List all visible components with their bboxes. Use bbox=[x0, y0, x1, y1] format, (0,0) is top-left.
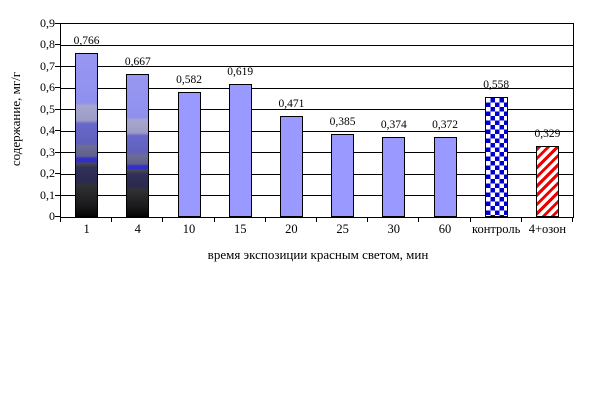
category-label: 20 bbox=[285, 222, 298, 236]
bar-15 bbox=[228, 84, 252, 217]
y-tick-label: 0,9 bbox=[40, 16, 55, 30]
bar-30 bbox=[382, 137, 406, 217]
gridline bbox=[61, 87, 573, 89]
x-axis-tick bbox=[213, 217, 215, 222]
bar-20 bbox=[279, 116, 303, 217]
gridline bbox=[61, 44, 573, 46]
bar-контроль bbox=[484, 97, 508, 217]
x-axis-tick bbox=[264, 217, 266, 222]
gridline bbox=[61, 173, 573, 175]
plot-area: 0,766 0,667 0,582 0,619 0,471 0,385 0,374 0,372… bbox=[60, 23, 574, 218]
gridline bbox=[61, 195, 573, 197]
bar-4 bbox=[126, 74, 150, 217]
bar-4+озон bbox=[535, 146, 559, 217]
value-label: 0,372 bbox=[432, 119, 458, 131]
y-tick-label: 0,2 bbox=[40, 166, 55, 181]
category-label: 15 bbox=[233, 222, 247, 236]
x-axis-tick bbox=[162, 217, 164, 222]
value-label: 0,471 bbox=[278, 98, 305, 110]
y-axis-tick bbox=[55, 65, 61, 67]
y-axis-tick bbox=[55, 151, 61, 153]
x-axis-tick bbox=[469, 217, 471, 222]
y-axis-tick bbox=[55, 194, 61, 196]
y-tick-label: 0,3 bbox=[40, 144, 55, 159]
y-tick-label: 0,7 bbox=[40, 58, 55, 73]
gridline bbox=[61, 66, 573, 68]
category-label: 4+озон bbox=[528, 222, 567, 236]
y-axis-tick bbox=[55, 23, 61, 24]
x-axis-tick bbox=[418, 217, 420, 222]
x-axis-tick bbox=[111, 217, 113, 222]
gridline bbox=[61, 130, 573, 132]
value-label: 0,766 bbox=[73, 35, 100, 47]
gridline bbox=[61, 109, 573, 111]
y-tick-label: 0,8 bbox=[40, 37, 55, 52]
y-axis-tick bbox=[55, 130, 61, 132]
bar-25 bbox=[331, 134, 355, 217]
y-axis-tick bbox=[55, 216, 61, 217]
bar-10 bbox=[177, 92, 201, 217]
x-axis-tick bbox=[572, 217, 573, 222]
value-label: 0,329 bbox=[534, 128, 561, 140]
bar-60 bbox=[433, 137, 457, 217]
category-label: 1 bbox=[83, 222, 90, 236]
x-axis-tick bbox=[520, 217, 522, 222]
y-tick-label: 0,1 bbox=[40, 187, 55, 202]
value-label: 0,558 bbox=[483, 79, 510, 91]
y-tick-label: 0 bbox=[49, 209, 55, 223]
value-label: 0,582 bbox=[176, 74, 202, 86]
category-label: 10 bbox=[182, 222, 196, 236]
value-label: 0,619 bbox=[227, 66, 254, 78]
x-axis-title: время экспозиции красным светом, мин bbox=[207, 247, 429, 262]
y-tick-label: 0,6 bbox=[40, 80, 55, 95]
value-label: 0,385 bbox=[329, 116, 356, 128]
y-axis-tick bbox=[55, 44, 61, 46]
x-axis-tick bbox=[60, 217, 61, 222]
category-label: 30 bbox=[387, 222, 401, 236]
bar-1 bbox=[75, 53, 99, 217]
y-axis-tick bbox=[55, 108, 61, 110]
y-axis-tick bbox=[55, 173, 61, 175]
x-axis-tick bbox=[316, 217, 317, 222]
category-label: 60 bbox=[438, 222, 452, 236]
value-label: 0,374 bbox=[380, 119, 407, 131]
y-axis-tick bbox=[55, 87, 61, 89]
value-label: 0,667 bbox=[124, 56, 151, 68]
category-label: контроль bbox=[472, 222, 521, 236]
category-label: 4 bbox=[134, 222, 141, 236]
category-label: 25 bbox=[336, 222, 349, 236]
x-axis-tick bbox=[367, 217, 369, 222]
gridline bbox=[61, 152, 573, 154]
y-tick-label: 0,5 bbox=[40, 101, 55, 116]
y-tick-label: 0,4 bbox=[40, 123, 55, 138]
